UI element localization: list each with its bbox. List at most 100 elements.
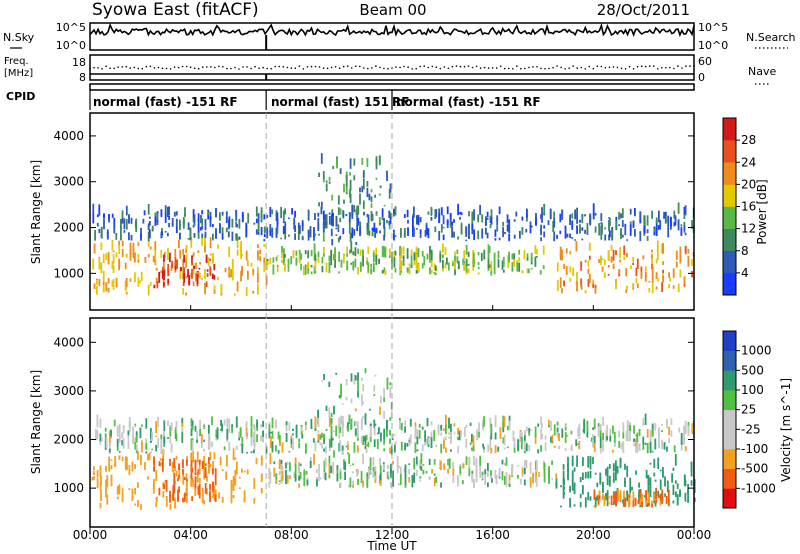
range-gate-cell bbox=[203, 456, 206, 466]
range-gate-cell bbox=[625, 289, 628, 294]
range-gate-cell bbox=[292, 437, 294, 450]
noise-right-tick-top: 10^5 bbox=[698, 21, 728, 34]
range-gate-cell bbox=[430, 421, 433, 426]
colorbar-swatch bbox=[723, 140, 736, 163]
range-gate-cell bbox=[626, 497, 629, 502]
range-gate-cell bbox=[116, 496, 119, 500]
range-gate-cell bbox=[672, 484, 675, 495]
range-gate-cell bbox=[171, 260, 174, 266]
range-gate-cell bbox=[379, 230, 381, 234]
range-gate-cell bbox=[365, 444, 368, 447]
nave-dot bbox=[532, 66, 534, 68]
range-gate-cell bbox=[661, 250, 663, 254]
range-gate-cell bbox=[683, 477, 686, 481]
range-gate-cell bbox=[209, 484, 211, 491]
range-gate-cell bbox=[353, 374, 356, 385]
range-gate-cell bbox=[487, 259, 490, 269]
range-gate-cell bbox=[201, 488, 204, 498]
range-gate-cell bbox=[257, 222, 260, 232]
range-gate-cell bbox=[356, 213, 359, 224]
range-gate-cell bbox=[551, 460, 553, 465]
range-gate-cell bbox=[213, 489, 216, 501]
range-gate-cell bbox=[280, 237, 282, 240]
range-gate-cell bbox=[120, 220, 122, 225]
range-gate-cell bbox=[610, 495, 613, 506]
range-gate-cell bbox=[618, 430, 621, 434]
range-gate-cell bbox=[525, 443, 528, 452]
range-gate-cell bbox=[690, 461, 693, 466]
range-gate-cell bbox=[284, 208, 287, 215]
range-gate-cell bbox=[348, 228, 351, 234]
range-gate-cell bbox=[575, 240, 578, 252]
range-gate-cell bbox=[324, 214, 327, 226]
range-gate-cell bbox=[343, 253, 345, 264]
range-gate-cell bbox=[200, 226, 202, 231]
range-gate-cell bbox=[593, 418, 596, 429]
range-gate-cell bbox=[314, 255, 317, 264]
range-gate-cell bbox=[212, 468, 214, 475]
nave-dot bbox=[322, 67, 325, 69]
range-gate-cell bbox=[312, 438, 315, 443]
range-gate-cell bbox=[176, 259, 178, 261]
range-gate-cell bbox=[103, 215, 105, 219]
range-gate-cell bbox=[571, 470, 574, 476]
range-gate-cell bbox=[147, 285, 150, 296]
range-gate-cell bbox=[565, 248, 568, 254]
range-gate-cell bbox=[300, 263, 302, 271]
range-gate-cell bbox=[115, 277, 118, 288]
colorbar-tick-label: 500 bbox=[741, 363, 764, 377]
range-gate-cell bbox=[494, 445, 497, 454]
range-gate-cell bbox=[460, 430, 462, 437]
range-gate-cell bbox=[651, 255, 653, 265]
range-gate-cell bbox=[406, 209, 409, 218]
range-gate-cell bbox=[331, 437, 334, 441]
range-gate-cell bbox=[260, 473, 263, 482]
range-gate-cell bbox=[389, 183, 392, 193]
range-gate-cell bbox=[449, 214, 452, 225]
range-gate-cell bbox=[335, 215, 338, 227]
nave-dot bbox=[391, 67, 393, 69]
range-gate-cell bbox=[379, 222, 381, 225]
nave-dot bbox=[205, 66, 208, 68]
nave-dot bbox=[463, 65, 466, 68]
range-gate-cell bbox=[375, 211, 378, 215]
range-gate-cell bbox=[518, 262, 521, 272]
range-gate-cell bbox=[387, 477, 390, 480]
range-gate-cell bbox=[413, 457, 416, 470]
range-gate-cell bbox=[639, 489, 642, 499]
range-gate-cell bbox=[321, 265, 324, 273]
range-gate-cell bbox=[662, 269, 664, 273]
range-gate-cell bbox=[257, 283, 259, 295]
range-gate-cell bbox=[493, 252, 496, 258]
range-gate-cell bbox=[212, 461, 215, 472]
x-tick-label: 16:00 bbox=[475, 528, 510, 542]
range-gate-cell bbox=[349, 179, 352, 191]
freq-left-tick-bottom: 8 bbox=[79, 71, 86, 84]
range-gate-cell bbox=[593, 436, 596, 446]
range-gate-cell bbox=[325, 429, 328, 431]
range-gate-cell bbox=[235, 445, 238, 450]
range-gate-cell bbox=[294, 210, 296, 218]
range-gate-cell bbox=[170, 422, 173, 432]
range-gate-cell bbox=[404, 464, 407, 477]
range-gate-cell bbox=[383, 387, 385, 398]
range-gate-cell bbox=[423, 255, 426, 266]
nave-dot bbox=[656, 68, 659, 70]
range-gate-cell bbox=[231, 269, 234, 281]
range-gate-cell bbox=[213, 484, 216, 491]
range-gate-cell bbox=[341, 403, 344, 405]
range-gate-cell bbox=[561, 209, 564, 220]
range-gate-cell bbox=[444, 247, 447, 255]
range-gate-cell bbox=[303, 469, 306, 477]
range-gate-cell bbox=[544, 442, 547, 451]
range-gate-cell bbox=[365, 434, 368, 441]
range-gate-cell bbox=[147, 234, 150, 242]
nave-dot bbox=[210, 66, 212, 68]
range-gate-cell bbox=[192, 252, 195, 257]
range-gate-cell bbox=[379, 406, 381, 415]
range-gate-cell bbox=[301, 430, 304, 433]
range-gate-cell bbox=[112, 264, 115, 273]
range-gate-cell bbox=[199, 262, 201, 265]
range-gate-cell bbox=[310, 418, 313, 429]
range-gate-cell bbox=[357, 267, 359, 275]
